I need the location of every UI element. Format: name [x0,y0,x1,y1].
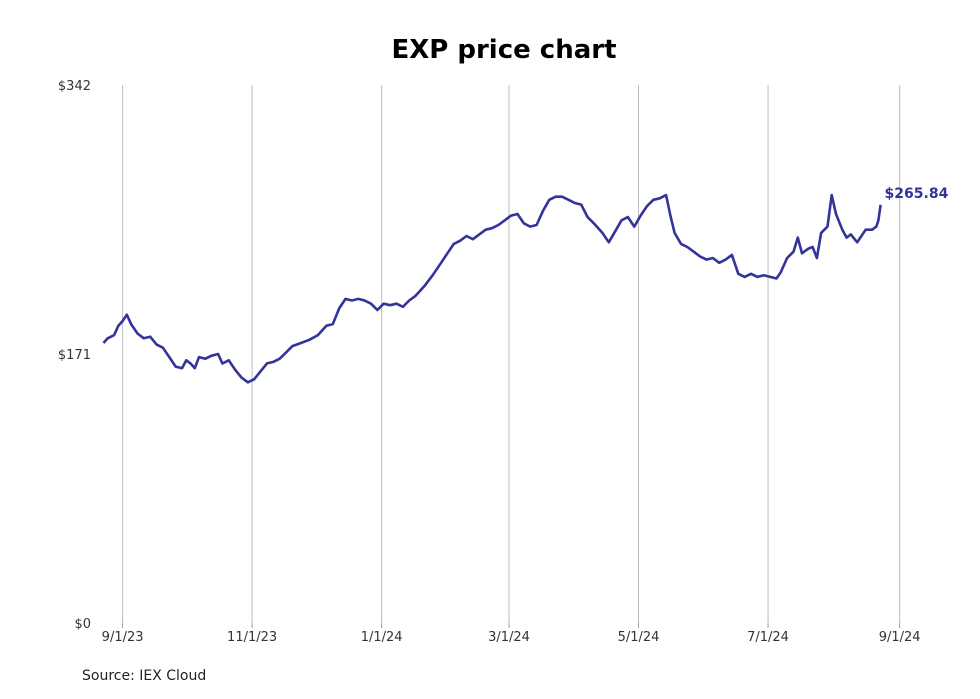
grid-lines [122,85,901,623]
price-series [102,193,882,384]
y-tick-label: $0 [74,617,91,632]
y-tick-label: $342 [58,79,91,94]
source-note: Source: IEX Cloud [82,668,207,684]
x-axis-ticks: 9/1/23 11/1/23 1/1/24 3/1/24 5/1/24 7/1/24 9/1… [102,623,921,645]
x-tick-label: 3/1/24 [488,630,530,645]
x-tick-label: 9/1/23 [102,630,144,645]
x-tick-label: 7/1/24 [747,630,789,645]
price-line [102,193,882,384]
y-axis-ticks: $0 $171 $342 [58,79,91,632]
x-tick-label: 11/1/23 [227,630,277,645]
x-tick-label: 1/1/24 [361,630,403,645]
x-tick-label: 5/1/24 [618,630,660,645]
last-price-label: $265.84 [885,186,949,202]
chart-title: EXP price chart [391,35,616,65]
y-tick-label: $171 [58,348,91,363]
x-tick-label: 9/1/24 [879,630,921,645]
